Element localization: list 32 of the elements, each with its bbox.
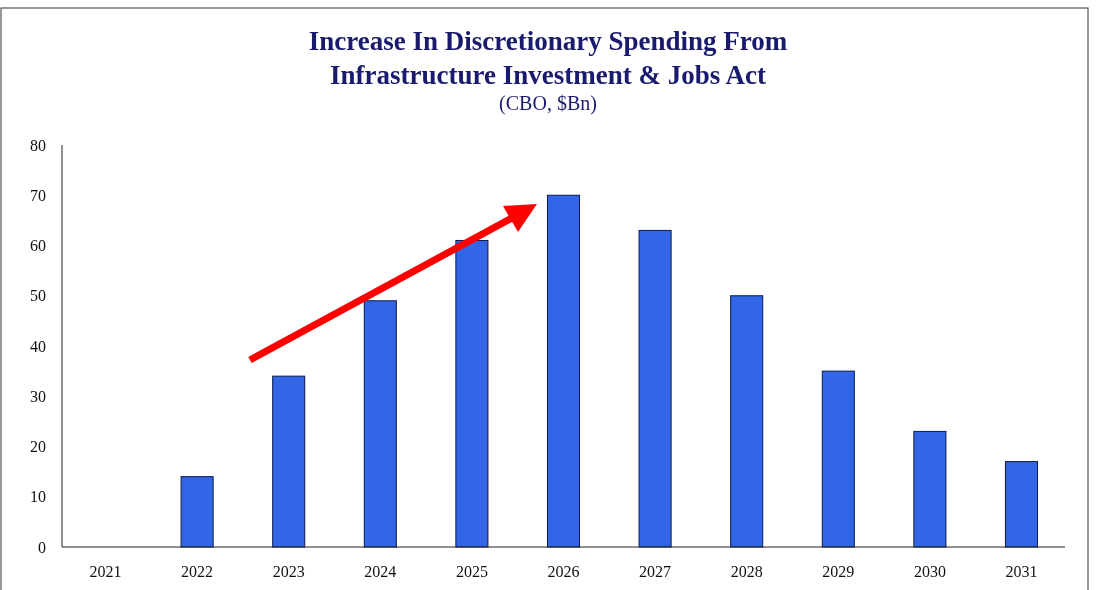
bar	[638, 229, 672, 548]
y-tick-label: 10	[30, 488, 46, 506]
x-tick-label: 2023	[272, 563, 305, 580]
y-tick-label: 0	[38, 538, 46, 556]
x-tick-label: 2024	[364, 563, 397, 580]
bar	[180, 476, 214, 548]
chart-title: Increase In Discretionary Spending From Infrastructure Investment & Jobs Act	[308, 26, 788, 90]
x-tick-label: 2027	[639, 563, 672, 580]
bar	[272, 375, 306, 548]
bar	[913, 430, 947, 548]
y-tick-label: 60	[30, 237, 46, 255]
bar	[1004, 461, 1039, 548]
x-tick-label: 2021	[89, 563, 122, 580]
y-tick-label: 20	[30, 438, 46, 456]
x-tick-label: 2029	[822, 563, 855, 580]
x-tick-label: 2031	[1005, 563, 1038, 580]
x-tick-label: 2026	[547, 563, 580, 580]
chart-subtitle: (CBO, $Bn)	[499, 92, 597, 115]
bar	[546, 194, 581, 548]
y-tick-label: 50	[30, 287, 46, 305]
x-tick-label: 2030	[913, 563, 946, 580]
y-tick-label: 70	[30, 186, 46, 204]
bar	[730, 295, 764, 548]
bar	[363, 300, 397, 548]
x-tick-label: 2028	[730, 563, 763, 580]
bar	[821, 370, 855, 548]
y-tick-label: 80	[30, 136, 46, 154]
bar	[455, 239, 489, 548]
x-tick-label: 2025	[455, 563, 488, 580]
y-tick-label: 40	[30, 337, 46, 355]
x-tick-label: 2022	[181, 563, 214, 580]
y-tick-label: 30	[30, 387, 46, 405]
